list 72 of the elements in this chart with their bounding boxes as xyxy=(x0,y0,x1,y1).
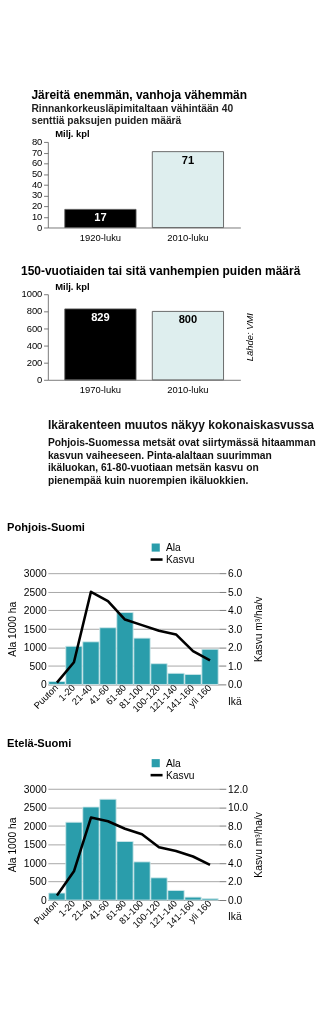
legend-label: Ala xyxy=(165,541,182,553)
chart-title: Järeitä enemmän, vanhoja vähemmän xyxy=(31,88,247,103)
y-tick-label: 200 xyxy=(26,356,43,368)
y2-tick-label: 4.0 xyxy=(228,857,243,869)
y-tick-label: 0 xyxy=(37,373,43,385)
y-axis-title: Milj. kpl xyxy=(55,128,90,140)
x-tick-label: 2010-luku xyxy=(167,384,209,396)
line-series xyxy=(55,590,212,684)
x-axis-title: Ikä xyxy=(228,695,242,707)
y-tick-label: 1000 xyxy=(23,642,47,654)
y2-tick-label: 3.0 xyxy=(228,623,243,635)
y-axis-title: Ala 1000 ha xyxy=(7,601,19,657)
y2-axis-title: Kasvu m³/ha/v xyxy=(253,595,265,663)
legend-label: Kasvu xyxy=(165,553,195,565)
chart-title: Etelä-Suomi xyxy=(7,736,72,749)
y-tick-label: 50 xyxy=(31,168,43,180)
y-tick-label: 40 xyxy=(31,178,43,190)
y-tick-label: 10 xyxy=(31,210,43,222)
y-tick-label: 800 xyxy=(26,305,43,317)
x-tick-label: 2010-luku xyxy=(167,231,209,243)
y2-tick-label: 2.0 xyxy=(228,642,243,654)
y2-tick-label: 6.0 xyxy=(228,839,243,851)
x-axis-title: Ikä xyxy=(228,911,242,923)
y-tick-label: 2000 xyxy=(23,820,47,832)
y2-tick-label: 1.0 xyxy=(228,660,243,672)
legend-label: Ala xyxy=(165,757,182,769)
y-tick-label: 1000 xyxy=(23,857,47,869)
y2-tick-label: 5.0 xyxy=(228,586,243,598)
data-label: 71 xyxy=(181,153,195,166)
y-tick-label: 0 xyxy=(40,679,47,691)
chart-subtitle: Rinnankorkeusläpimitaltaan vähintään 40 senttiä paksujen puiden määrä xyxy=(31,103,234,127)
y-axis-title: Ala 1000 ha xyxy=(7,817,19,873)
text: Ikärakenteen muutos näkyy kokonaiskasvussa xyxy=(47,417,315,432)
y-tick-label: 600 xyxy=(26,322,43,334)
data-label: 800 xyxy=(178,313,198,326)
data-label: 17 xyxy=(94,211,107,224)
x-tick-label: 1920-luku xyxy=(79,231,122,243)
y2-tick-label: 6.0 xyxy=(228,568,243,580)
y-tick-label: 30 xyxy=(31,189,43,201)
chart-title: 150-vuotiaiden tai sitä vanhempien puiden määrä xyxy=(20,264,301,279)
x-tick-label: 1970-luku xyxy=(79,384,122,396)
y-tick-label: 2000 xyxy=(23,605,47,617)
y-tick-label: 1500 xyxy=(23,839,47,851)
legend-label: Kasvu xyxy=(165,769,195,781)
y-tick-label: 2500 xyxy=(23,802,47,814)
y2-tick-label: 0.0 xyxy=(228,894,243,906)
y-tick-label: 400 xyxy=(26,339,43,351)
y2-tick-label: 8.0 xyxy=(228,820,243,832)
y-tick-label: 60 xyxy=(31,157,43,169)
y-tick-label: 3000 xyxy=(23,568,47,580)
y-tick-label: 80 xyxy=(31,136,43,147)
y2-tick-label: 4.0 xyxy=(228,605,243,617)
y-axis-title: Milj. kpl xyxy=(55,280,90,292)
y-tick-label: 1500 xyxy=(23,623,47,635)
y-tick-label: 500 xyxy=(29,876,47,888)
chart-title: Pohjois-Suomi xyxy=(7,521,85,534)
data-label: 829 xyxy=(91,310,110,323)
y-tick-label: 0 xyxy=(37,221,43,233)
text: Lähde: VMI xyxy=(244,312,256,362)
y-tick-label: 500 xyxy=(29,660,47,672)
y-tick-label: 3000 xyxy=(23,783,47,795)
line-series xyxy=(55,816,212,897)
y-tick-label: 70 xyxy=(31,146,43,158)
y-tick-label: 2500 xyxy=(23,586,47,598)
y-tick-label: 1000 xyxy=(21,288,43,300)
text: Pohjois-Suomessa metsät ovat siirtymässä hitaamman kasvun vaiheeseen. Pinta-alaltaan suurimman ikäluokan, 61-80-vuotiaan metsän kasvu on pienempää kuin nuorempien ikäluokkien. xyxy=(47,436,316,487)
y2-axis-title: Kasvu m³/ha/v xyxy=(253,811,265,878)
y2-tick-label: 12.0 xyxy=(228,783,249,795)
y2-tick-label: 0.0 xyxy=(228,679,243,691)
y2-tick-label: 10.0 xyxy=(228,802,249,814)
y-tick-label: 20 xyxy=(31,200,43,212)
y2-tick-label: 2.0 xyxy=(228,876,243,888)
